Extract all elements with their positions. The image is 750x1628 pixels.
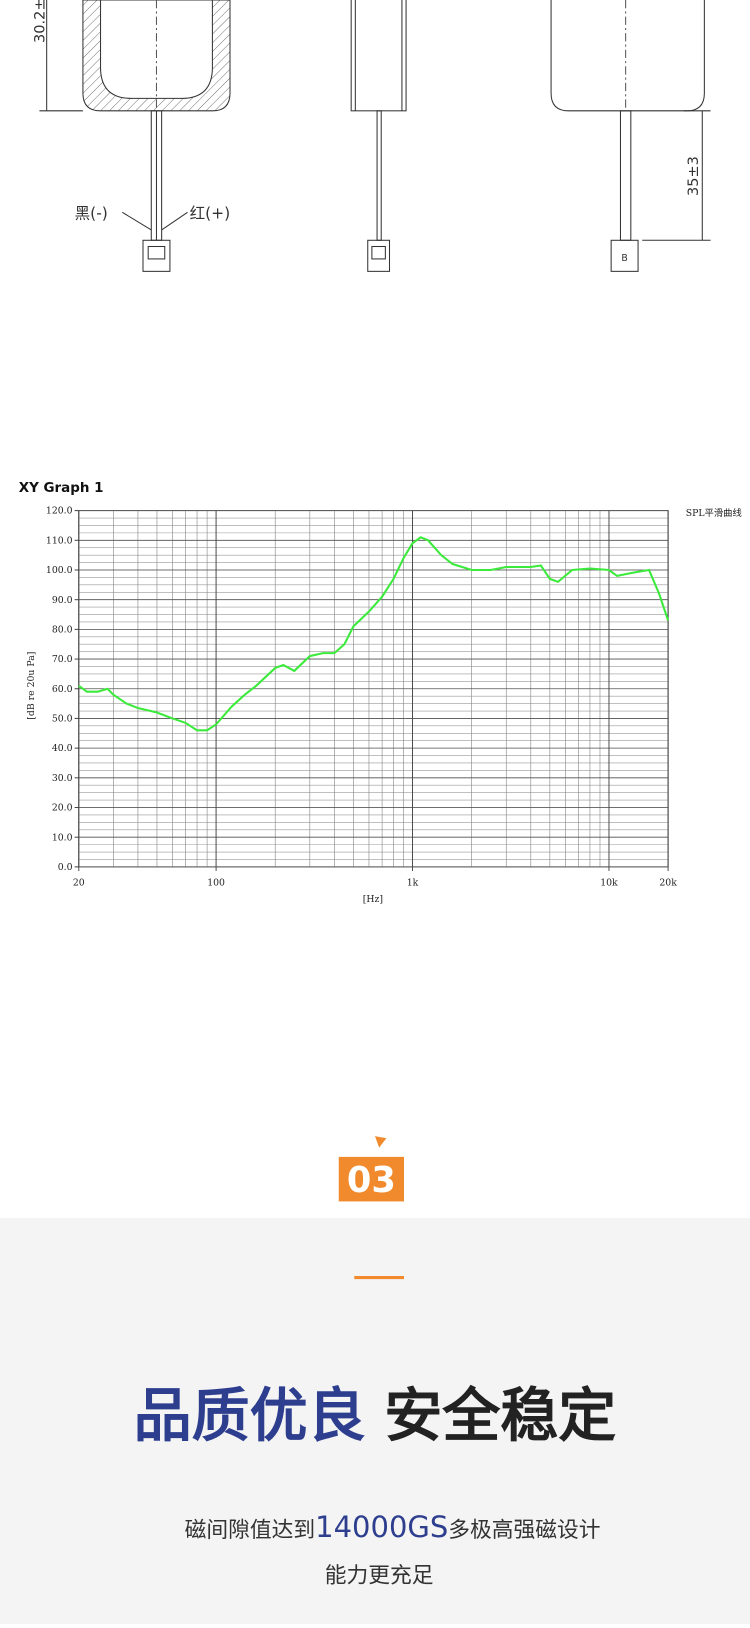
y-tick-label: 60.0 bbox=[52, 684, 73, 695]
y-tick-label: 120.0 bbox=[46, 506, 73, 517]
x-tick-label: 1k bbox=[407, 878, 419, 889]
x-tick-label: 20k bbox=[659, 878, 677, 889]
drawing-part bbox=[122, 211, 152, 231]
x-tick-label: 100 bbox=[207, 878, 225, 889]
y-axis-label: [dB re 20u Pa] bbox=[26, 652, 37, 720]
dim-label: 35±3 bbox=[686, 156, 702, 196]
y-tick-label: 90.0 bbox=[52, 595, 73, 606]
section-title: 品质优良 安全稳定 bbox=[134, 1382, 617, 1450]
y-tick-label: 100.0 bbox=[46, 565, 73, 576]
chart: XY Graph 1 [Hz] [dB re 20u Pa] 0.0 10.0 20… bbox=[19, 481, 742, 905]
x-axis-label: [Hz] bbox=[363, 894, 383, 905]
drawing-part bbox=[350, 0, 407, 112]
y-tick-label: 30.0 bbox=[52, 773, 73, 784]
y-tick-label: 20.0 bbox=[52, 803, 73, 814]
y-tick-label: 10.0 bbox=[52, 832, 73, 843]
drawing-part bbox=[375, 1136, 387, 1148]
drawing-part bbox=[147, 245, 166, 260]
legend-label: SPL平滑曲线 bbox=[686, 507, 742, 519]
drawing-part bbox=[161, 211, 188, 231]
drawing-part bbox=[142, 239, 171, 272]
body-highlight: 14000GS bbox=[315, 1510, 448, 1544]
wire-label: 黑(-) bbox=[75, 205, 108, 223]
x-tick-label: 20 bbox=[73, 878, 85, 889]
body-text: 多极高强磁设计 bbox=[448, 1518, 600, 1543]
y-tick-label: 80.0 bbox=[52, 624, 73, 635]
drawing-part bbox=[367, 239, 391, 272]
y-tick-label: 40.0 bbox=[52, 743, 73, 754]
dim-label: 30.2± bbox=[33, 0, 49, 43]
drawing-part bbox=[550, 0, 705, 112]
x-tick-label: 10k bbox=[600, 878, 618, 889]
badge bbox=[338, 1156, 404, 1202]
drawing: 30.2± 黑(-) 红(+) B 35±3 bbox=[33, 0, 711, 272]
body-text: 磁间隙值达到 bbox=[185, 1518, 316, 1543]
connector-label: B bbox=[621, 253, 627, 264]
body-text: 能力更充足 bbox=[325, 1564, 434, 1589]
section-number: 03 bbox=[347, 1160, 396, 1201]
drawing-part bbox=[610, 239, 639, 272]
divider bbox=[354, 1276, 404, 1280]
title-blue: 品质优良 bbox=[134, 1382, 366, 1450]
drawing-part bbox=[371, 245, 386, 260]
chart-title: XY Graph 1 bbox=[19, 481, 104, 496]
y-tick-label: 70.0 bbox=[52, 654, 73, 665]
section-body: 磁间隙值达到14000GS多极高强磁设计 bbox=[185, 1510, 601, 1544]
section-bg bbox=[0, 1218, 750, 1624]
y-tick-label: 110.0 bbox=[46, 535, 73, 546]
series-line bbox=[78, 536, 670, 732]
wire-label: 红(+) bbox=[190, 205, 231, 223]
drawing-part bbox=[100, 0, 213, 99]
drawing-part bbox=[619, 110, 632, 241]
title-dark: 安全稳定 bbox=[384, 1382, 616, 1450]
drawing-part bbox=[376, 110, 382, 241]
y-tick-label: 50.0 bbox=[52, 714, 73, 725]
y-tick-label: 0.0 bbox=[58, 862, 73, 873]
section: 03 品质优良 安全稳定 磁间隙值达到14000GS多极高强磁设计 能力更充足 bbox=[134, 1136, 617, 1589]
